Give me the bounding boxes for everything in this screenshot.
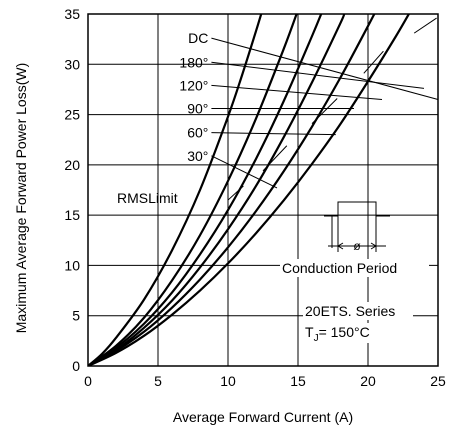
rms-limit-segment-4	[413, 17, 437, 34]
series-name-label: 20ETS. Series	[305, 303, 395, 319]
tj-prefix: T	[305, 324, 314, 340]
phi-symbol: ø	[353, 239, 361, 253]
series-name-label-bg	[303, 302, 413, 320]
series-label-1: 180°	[179, 54, 208, 70]
conduction-period-diagram: ø	[324, 201, 390, 253]
series-line-4	[88, 14, 298, 366]
x-tick-label-1: 5	[154, 373, 162, 389]
x-tick-label-3: 15	[290, 373, 306, 389]
conduction-period-label-bg	[280, 259, 429, 277]
series-line-2	[88, 14, 346, 366]
y-tick-label-6: 30	[64, 56, 80, 72]
label-leaders: DC 180° 120° 90° 60° 30°	[179, 30, 439, 189]
x-tick-label-4: 20	[360, 373, 376, 389]
y-tick-label-7: 35	[64, 6, 80, 22]
tj-subscript: J	[314, 333, 319, 344]
series-leader-0	[211, 37, 439, 100]
series-leader-2	[211, 84, 383, 100]
y-tick-label-1: 5	[72, 308, 80, 324]
tj-value: = 150°C	[319, 324, 370, 340]
conduction-pulse-shape	[324, 201, 390, 217]
y-tick-label-2: 10	[64, 257, 80, 273]
junction-temperature-label: TJ= 150°C	[305, 324, 370, 344]
conduction-width-arrow	[328, 206, 386, 252]
series-leader-1	[211, 61, 425, 89]
series-label-2: 120°	[179, 77, 208, 93]
series-leader-5	[211, 155, 278, 189]
y-tick-label-5: 25	[64, 107, 80, 123]
x-tick-label-2: 10	[220, 373, 236, 389]
series-label-3: 90°	[187, 101, 208, 117]
y-tick-label-0: 0	[72, 358, 80, 374]
series-line-3	[88, 14, 323, 366]
conduction-period-label: Conduction Period	[282, 260, 397, 276]
series-label-0: DC	[188, 30, 208, 46]
rms-limit-segment-3	[363, 50, 384, 74]
plot-frame	[87, 13, 439, 367]
y-tick-label-4: 20	[64, 157, 80, 173]
series-group	[88, 14, 411, 366]
series-leader-4	[211, 132, 336, 136]
tick-labels: 0 5 10 15 20 25 0 5 10 15 20 25 30 35	[64, 6, 446, 389]
rms-limit-label: RMSLimit	[117, 190, 178, 206]
x-tick-label-5: 25	[430, 373, 446, 389]
series-label-5: 30°	[187, 148, 208, 164]
series-label-4: 60°	[187, 125, 208, 141]
y-tick-label-3: 15	[64, 207, 80, 223]
series-line-5	[88, 14, 263, 366]
y-axis-label: Maximum Average Forward Power Loss(W)	[13, 63, 29, 333]
tj-label-bg	[303, 323, 389, 343]
x-tick-label-0: 0	[84, 373, 92, 389]
x-axis-label: Average Forward Current (A)	[173, 409, 353, 425]
